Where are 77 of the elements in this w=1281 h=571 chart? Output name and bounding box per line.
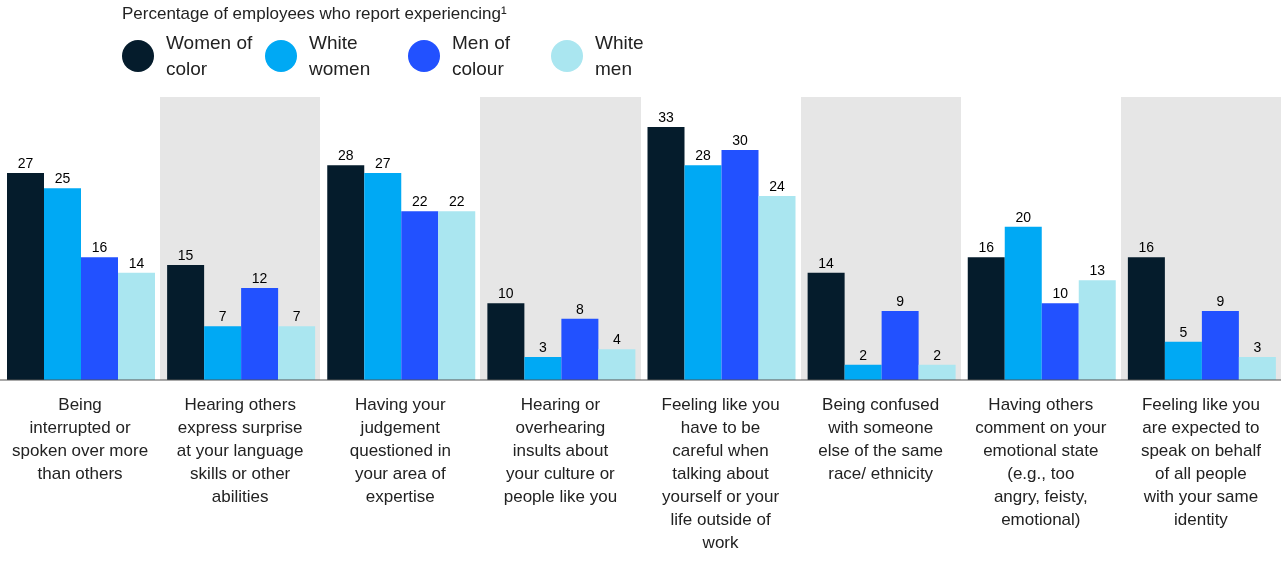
data-label: 15 [177, 247, 194, 263]
bar [881, 311, 919, 380]
bar [1078, 280, 1116, 380]
bar [524, 357, 562, 380]
data-label: 10 [1052, 285, 1069, 302]
data-label: 16 [91, 239, 108, 256]
bar [241, 288, 279, 380]
legend-label: White men [595, 31, 644, 81]
bar [327, 165, 365, 380]
bar [1238, 357, 1276, 380]
data-label: 27 [17, 155, 34, 171]
legend-label: Men of colour [452, 31, 511, 81]
data-label: 9 [1216, 293, 1225, 309]
legend-label: White women [309, 31, 371, 81]
data-label: 30 [732, 132, 748, 148]
data-label: 28 [337, 147, 354, 164]
bar [598, 349, 636, 380]
data-label: 25 [54, 170, 71, 187]
data-label: 16 [978, 239, 995, 256]
data-label: 8 [575, 300, 584, 317]
data-label: 28 [695, 147, 711, 164]
bar [204, 326, 242, 380]
bar [1201, 311, 1239, 380]
data-label: 12 [251, 270, 268, 286]
bar [967, 257, 1005, 380]
legend-label: Women of color [166, 31, 253, 81]
x-tick-label: Feeling like you are expected to speak on behalf of all people with your same identity [1140, 395, 1262, 529]
data-label: 14 [818, 254, 835, 271]
bar [1041, 303, 1079, 380]
bar [44, 188, 81, 380]
bar [758, 196, 796, 380]
data-label: 22 [411, 193, 428, 210]
bar [487, 303, 525, 380]
bar [167, 265, 205, 380]
bar [1164, 341, 1202, 380]
x-tick-label: Hearing others express surprise at your language skills or other abilities [176, 395, 304, 506]
data-label: 20 [1015, 208, 1032, 225]
data-label: 14 [128, 254, 145, 271]
data-label: 7 [218, 308, 227, 325]
bar [918, 364, 956, 380]
data-label: 13 [1089, 262, 1106, 279]
bar [807, 272, 845, 380]
x-tick-label: Hearing or overhearing insults about your culture or people like you [503, 395, 618, 506]
bar [278, 326, 316, 380]
bar [438, 211, 476, 380]
data-label: 24 [769, 178, 785, 194]
data-label: 27 [374, 155, 391, 171]
bar [81, 257, 118, 380]
data-label: 33 [658, 109, 674, 125]
bar [1004, 226, 1042, 380]
data-label: 3 [1253, 339, 1262, 355]
bar [1127, 257, 1165, 380]
bar [721, 150, 759, 380]
data-label: 22 [448, 193, 465, 210]
data-label: 10 [498, 285, 514, 302]
data-label: 2 [859, 346, 868, 363]
bar [401, 211, 439, 380]
data-label: 5 [1179, 323, 1188, 340]
x-tick-label: Feeling like you have to be careful when talking about yourself or your life outside of work [661, 395, 780, 552]
x-tick-label: Having others comment on your emotional state (e.g., too angry, feisty, emotional) [975, 395, 1107, 529]
data-label: 2 [933, 346, 942, 363]
data-label: 7 [292, 308, 301, 325]
x-tick-label: Being interrupted or spoken over more than others [12, 395, 149, 483]
bar [364, 173, 402, 380]
data-label: 16 [1138, 239, 1155, 256]
bar [561, 318, 599, 380]
bar [118, 272, 155, 380]
data-label: 9 [896, 293, 905, 309]
bar [647, 127, 685, 380]
bar [7, 173, 44, 380]
bar [684, 165, 722, 380]
data-label: 3 [538, 339, 547, 355]
legend-title: Percentage of employees who report experiencing¹ [122, 4, 508, 24]
bar [844, 364, 882, 380]
x-tick-label: Being confused with someone else of the same race/ ethnicity [818, 395, 944, 483]
x-tick-label: Having your judgement questioned in your area of expertise [349, 395, 451, 506]
data-label: 4 [612, 331, 621, 348]
